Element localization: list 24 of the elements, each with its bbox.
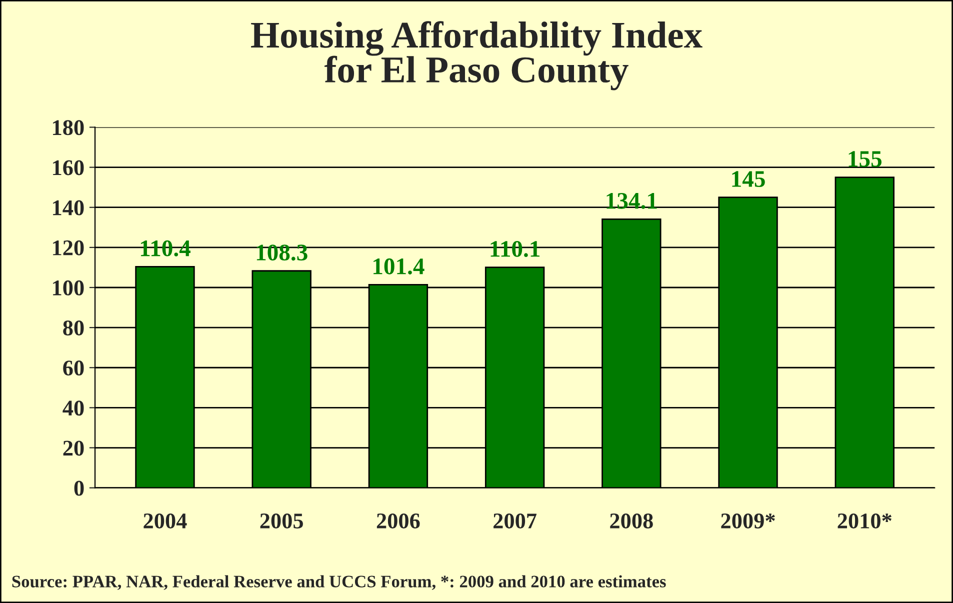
y-tick-label: 20 (63, 440, 84, 456)
x-tick-label: 2005 (260, 513, 303, 528)
y-tick-label: 160 (53, 160, 84, 176)
data-label: 108.3 (256, 244, 308, 261)
data-label: 134.1 (606, 192, 657, 209)
y-tick-label: 120 (53, 240, 84, 256)
y-tick-label: 0 (74, 480, 84, 496)
x-tick-label: 2008 (610, 513, 653, 528)
x-tick-label: 2010* (838, 513, 892, 528)
y-tick-label: 40 (62, 400, 84, 416)
y-tick-label: 140 (53, 200, 84, 216)
x-tick-label: 2006 (376, 513, 420, 528)
x-tick-label: 2004 (144, 513, 187, 528)
chart-title: Housing Affordability Index for El Paso County (251, 21, 702, 90)
y-tick-label: 60 (63, 360, 84, 376)
data-label: 101.4 (374, 258, 424, 274)
x-tick-label: 2007 (494, 513, 536, 528)
y-tick-label: 180 (53, 120, 84, 136)
x-tick-label: 2009* (721, 513, 775, 528)
source-note: Source: PPAR, NAR, Federal Reserve and UCCS Forum, *: 2009 and 2010 are estimates (12, 575, 666, 590)
y-tick-label: 80 (63, 320, 84, 336)
data-label: 155 (848, 151, 882, 167)
y-tick-label: 100 (53, 280, 84, 296)
data-label: 145 (732, 171, 765, 187)
